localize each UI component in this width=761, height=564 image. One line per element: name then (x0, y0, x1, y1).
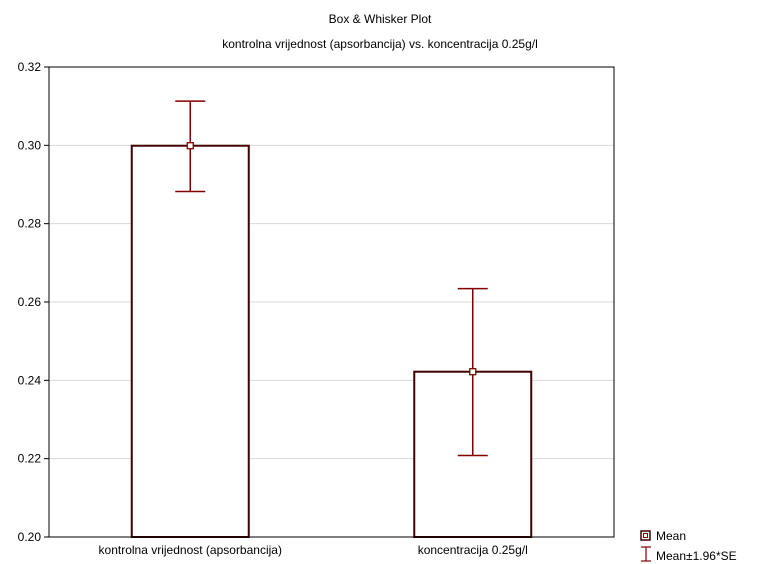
y-axis-ticks: 0.20 0.22 0.24 0.26 0.28 0.30 0.32 (18, 60, 49, 544)
chart-subtitle: kontrolna vrijednost (apsorbancija) vs. … (222, 37, 538, 51)
legend-whisker-symbol (641, 546, 651, 562)
y-tick-label: 0.20 (18, 530, 42, 544)
y-tick-label: 0.24 (18, 373, 42, 387)
legend: Mean Mean±1.96*SE (640, 529, 737, 563)
y-tick-label: 0.28 (18, 217, 42, 231)
legend-mean-marker-inner (643, 533, 648, 538)
mean-point (186, 142, 194, 150)
legend-mean-label: Mean (656, 529, 686, 543)
y-tick-label: 0.22 (18, 452, 42, 466)
legend-mean-marker (640, 530, 651, 541)
x-axis-ticks: kontrolna vrijednost (apsorbancija) konce… (99, 543, 528, 557)
bar-layer (130, 144, 533, 539)
y-tick-label: 0.26 (18, 295, 42, 309)
mean-point (469, 368, 477, 376)
y-tick-label: 0.30 (18, 138, 42, 152)
x-tick-label: kontrolna vrijednost (apsorbancija) (99, 543, 282, 557)
y-tick-label: 0.32 (18, 60, 42, 74)
bar (130, 144, 250, 538)
mean-layer (186, 142, 477, 376)
x-tick-label: koncentracija 0.25g/l (418, 543, 528, 557)
chart-title: Box & Whisker Plot (329, 12, 432, 26)
legend-whisker-label: Mean±1.96*SE (656, 549, 737, 563)
